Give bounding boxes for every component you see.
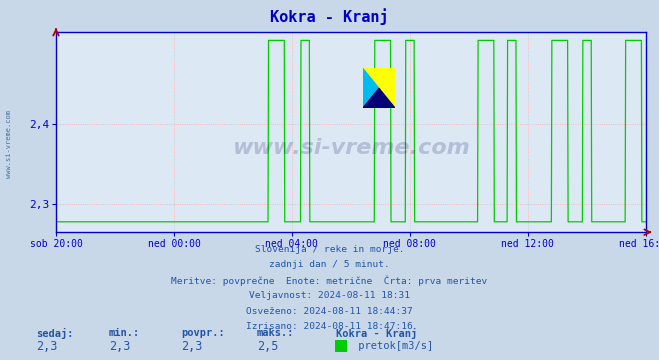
Text: 2,5: 2,5 xyxy=(257,340,278,353)
Text: www.si-vreme.com: www.si-vreme.com xyxy=(5,110,12,178)
Text: pretok[m3/s]: pretok[m3/s] xyxy=(352,341,433,351)
Polygon shape xyxy=(362,68,395,108)
Text: zadnji dan / 5 minut.: zadnji dan / 5 minut. xyxy=(269,260,390,269)
Text: 2,3: 2,3 xyxy=(109,340,130,353)
Text: Izrisano: 2024-08-11 18:47:16: Izrisano: 2024-08-11 18:47:16 xyxy=(246,322,413,331)
Text: Meritve: povprečne  Enote: metrične  Črta: prva meritev: Meritve: povprečne Enote: metrične Črta:… xyxy=(171,276,488,286)
Text: sedaj:: sedaj: xyxy=(36,328,74,338)
Text: Kokra - Kranj: Kokra - Kranj xyxy=(270,8,389,24)
Text: maks.:: maks.: xyxy=(257,328,295,338)
Text: min.:: min.: xyxy=(109,328,140,338)
Text: 2,3: 2,3 xyxy=(181,340,202,353)
Text: Slovenija / reke in morje.: Slovenija / reke in morje. xyxy=(255,245,404,254)
Text: 2,3: 2,3 xyxy=(36,340,57,353)
Text: Osveženo: 2024-08-11 18:44:37: Osveženo: 2024-08-11 18:44:37 xyxy=(246,307,413,316)
Polygon shape xyxy=(362,68,379,108)
Polygon shape xyxy=(362,88,395,108)
Text: povpr.:: povpr.: xyxy=(181,328,225,338)
Text: Kokra - Kranj: Kokra - Kranj xyxy=(336,328,417,338)
Text: www.si-vreme.com: www.si-vreme.com xyxy=(232,138,470,158)
Text: Veljavnost: 2024-08-11 18:31: Veljavnost: 2024-08-11 18:31 xyxy=(249,291,410,300)
